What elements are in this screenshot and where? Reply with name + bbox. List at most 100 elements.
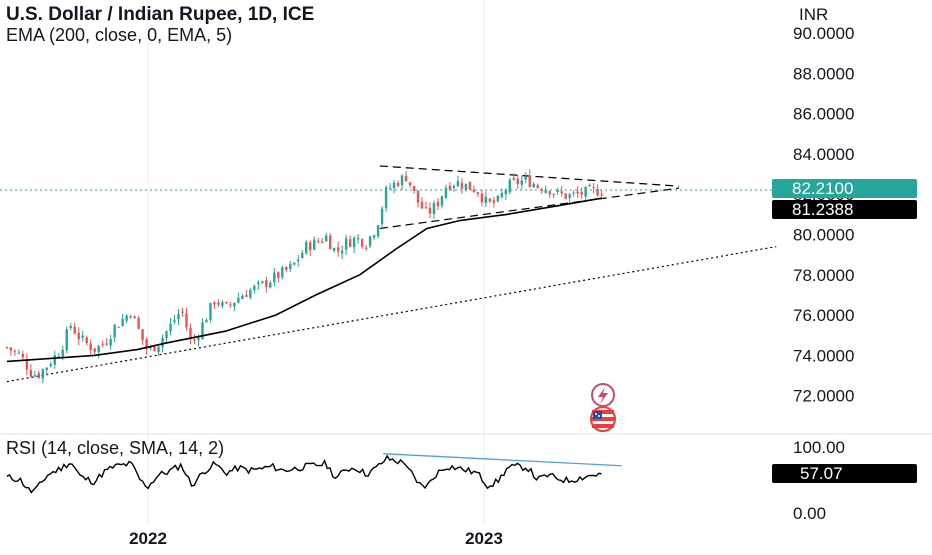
candle-body (564, 193, 567, 199)
candle-body (416, 190, 420, 203)
price-tick: 88.0000 (793, 64, 854, 83)
candle-body (145, 339, 148, 349)
lightning-icon[interactable] (591, 383, 615, 407)
candle-body (464, 183, 468, 191)
time-label-2022: 2022 (129, 529, 167, 548)
candle-body (249, 289, 252, 298)
candle-body (277, 272, 280, 278)
candle-body (217, 302, 220, 305)
candle-body (73, 327, 76, 334)
currency-label: INR (799, 5, 828, 24)
candle-body (173, 320, 176, 322)
triangle-trendline[interactable] (379, 187, 679, 230)
candle-body (257, 282, 260, 285)
candle-body (400, 175, 404, 186)
candle-body (313, 239, 316, 250)
candle-body (193, 339, 196, 341)
candle-body (149, 346, 152, 349)
candle-body (524, 176, 527, 180)
candle-body (129, 316, 132, 318)
candle-body (600, 194, 603, 196)
us-flag-icon[interactable] (590, 406, 616, 432)
candle-body (81, 335, 84, 338)
candle-body (412, 185, 416, 191)
candle-body (61, 349, 64, 357)
candle-body (225, 301, 228, 304)
candle-body (221, 302, 224, 306)
rsi-line (6, 454, 602, 494)
long-term-trendline[interactable] (6, 245, 777, 383)
candle-body (348, 239, 352, 247)
candle-body (237, 297, 240, 303)
candle-body (324, 235, 328, 242)
candle-body (285, 267, 288, 270)
candle-body (520, 180, 523, 185)
candle-body (568, 194, 571, 199)
candle-body (281, 267, 284, 278)
candle-body (65, 329, 68, 351)
candle-body (29, 369, 33, 377)
candle-body (305, 241, 308, 254)
candle-body (560, 191, 563, 194)
candle-body (161, 337, 164, 347)
indicator-label: EMA (200, close, 0, EMA, 5) (6, 25, 232, 45)
candle-body (468, 181, 472, 190)
candle-body (321, 241, 324, 243)
candle-body (528, 175, 531, 187)
candle-body (408, 182, 412, 186)
candle-body (540, 189, 543, 192)
candle-body (229, 304, 232, 306)
candle-body (336, 247, 340, 252)
price-pane[interactable] (0, 165, 777, 384)
candle-body (504, 190, 508, 195)
candle-body (49, 364, 52, 367)
candle-body (85, 337, 88, 344)
candle-body (512, 177, 515, 180)
candle-body (552, 193, 555, 195)
candle-body (332, 248, 336, 251)
last-price-badge (772, 179, 917, 198)
price-tick: 76.0000 (793, 306, 854, 325)
rsi-value-badge (772, 464, 917, 483)
price-tick: 86.0000 (793, 105, 854, 124)
candle-body (576, 191, 579, 194)
candle-body (428, 207, 432, 214)
rsi-pane[interactable] (6, 453, 622, 494)
candle-body (544, 189, 547, 193)
candle-body (245, 295, 248, 297)
candle-body (153, 345, 156, 352)
candle-body (185, 313, 188, 328)
candle-body (496, 195, 500, 202)
candle-body (548, 191, 551, 195)
candle-body (532, 184, 535, 188)
candle-body (253, 285, 256, 290)
candle-body (177, 313, 180, 320)
candle-body (109, 338, 112, 346)
candle-body (197, 337, 200, 341)
candle-body (241, 295, 244, 299)
candle-body (33, 375, 37, 377)
candle-body (137, 318, 140, 329)
rsi-trendline[interactable] (383, 453, 622, 467)
candle-body (448, 185, 452, 190)
price-tick: 90.0000 (793, 24, 854, 43)
candle-body (233, 302, 236, 307)
candle-body (57, 356, 60, 358)
candle-body (376, 225, 380, 237)
candle-body (165, 331, 168, 339)
candle-body (572, 192, 575, 194)
candle-body (273, 272, 276, 283)
candle-body (17, 352, 21, 354)
candle-body (536, 185, 539, 188)
candle-body (392, 182, 396, 189)
candle-body (420, 201, 424, 209)
chart-title: U.S. Dollar / Indian Rupee, 1D, ICE (6, 4, 314, 25)
rsi-value: 57.07 (800, 464, 843, 483)
candle-body (189, 327, 192, 340)
candle-body (9, 347, 13, 351)
candle-body (77, 332, 80, 340)
candle-body (484, 196, 488, 204)
candle-body (432, 202, 436, 215)
